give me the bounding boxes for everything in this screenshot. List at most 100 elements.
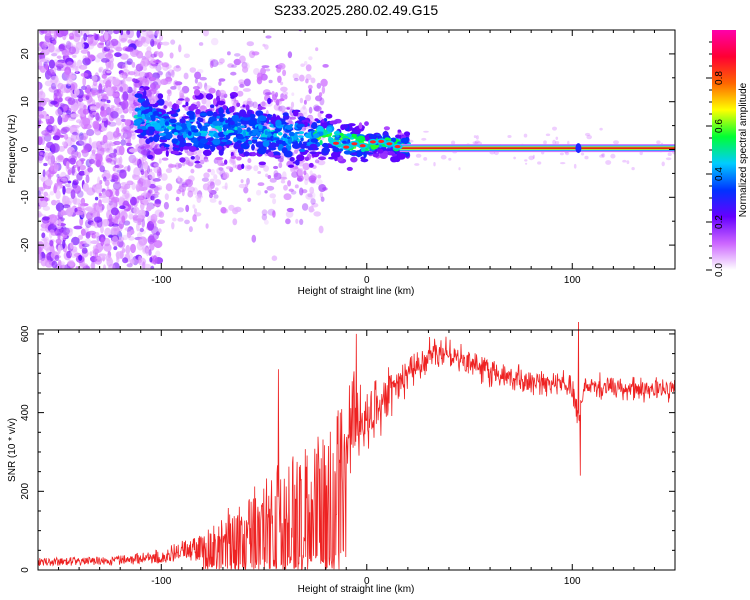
noise-blob	[52, 124, 58, 133]
noise-blob	[423, 157, 428, 161]
noise-blob	[91, 204, 98, 213]
noise-blob	[303, 112, 308, 117]
ridge-blob	[152, 122, 162, 130]
noise-blob	[66, 89, 71, 93]
ridge-blob	[267, 114, 273, 117]
noise-blob	[56, 199, 61, 204]
ridge-blob	[207, 141, 211, 145]
noise-blob	[198, 42, 204, 46]
noise-blob	[89, 105, 98, 111]
ridge-hotspot	[246, 127, 251, 132]
noise-blob	[89, 251, 93, 257]
noise-blob	[124, 227, 131, 231]
snr-panel: -100 0 100 0 200 400 600 Height of straight li…	[7, 322, 676, 595]
noise-blob	[40, 30, 48, 34]
ridge-blob	[397, 153, 406, 160]
noise-blob	[153, 187, 162, 191]
noise-blob	[586, 135, 592, 140]
noise-blob	[87, 54, 96, 61]
noise-blob	[38, 241, 43, 245]
noise-blob	[73, 88, 80, 96]
ridge-blob	[279, 98, 285, 102]
noise-blob	[127, 132, 132, 142]
ridge-blob	[262, 140, 270, 148]
noise-blob	[104, 179, 110, 187]
noise-blob	[100, 30, 104, 35]
noise-blob	[285, 210, 294, 218]
noise-blob	[173, 65, 182, 72]
noise-blob	[278, 105, 286, 112]
noise-blob	[58, 97, 63, 103]
noise-blob	[132, 157, 140, 166]
noise-blob	[54, 76, 58, 86]
noise-blob	[129, 258, 135, 265]
noise-blob	[158, 51, 164, 58]
noise-blob	[142, 66, 147, 71]
noise-blob	[121, 215, 126, 223]
y-tick-label: 400	[20, 404, 31, 421]
snr-x-axis-label: Height of straight line (km)	[298, 584, 415, 595]
noise-blob	[60, 209, 66, 216]
noise-blob	[128, 210, 133, 220]
noise-blob	[157, 42, 162, 50]
ridge-blob	[159, 147, 167, 151]
noise-blob	[113, 246, 118, 251]
noise-blob	[273, 103, 281, 111]
ridge-blob	[224, 159, 228, 165]
noise-blob	[127, 71, 136, 76]
ridge-blob	[245, 104, 250, 111]
noise-blob	[415, 153, 422, 158]
noise-blob	[555, 141, 560, 145]
ridge-blob	[277, 132, 283, 136]
noise-blob	[209, 198, 217, 203]
noise-blob	[194, 163, 203, 169]
noise-blob	[77, 101, 85, 109]
noise-blob	[121, 99, 129, 109]
noise-blob	[119, 205, 126, 210]
noise-blob	[100, 236, 105, 247]
noise-blob	[40, 222, 49, 229]
noise-blob	[56, 63, 64, 69]
noise-blob	[42, 216, 50, 221]
noise-blob	[234, 53, 241, 57]
noise-blob	[82, 263, 86, 269]
noise-blob	[101, 95, 109, 102]
ridge-blob	[172, 103, 177, 110]
noise-blob	[532, 154, 535, 159]
noise-blob	[246, 177, 250, 185]
noise-blob	[271, 255, 278, 261]
noise-blob	[38, 213, 44, 217]
noise-blob	[59, 264, 69, 269]
ridge-blob	[316, 125, 324, 134]
ridge-blob	[341, 135, 349, 140]
noise-blob	[53, 185, 57, 194]
ridge-blob	[163, 128, 169, 133]
noise-blob	[80, 165, 86, 171]
noise-blob	[135, 40, 143, 48]
noise-blob	[273, 170, 279, 178]
ridge-blob	[236, 156, 242, 161]
noise-blob	[251, 234, 257, 243]
noise-blob	[282, 91, 288, 96]
noise-blob	[114, 228, 120, 236]
ridge-blob	[142, 86, 150, 91]
noise-blob	[130, 103, 134, 108]
noise-blob	[56, 30, 64, 38]
noise-blob	[59, 60, 67, 67]
ridge-hotspot	[391, 137, 397, 143]
ridge-blob	[364, 121, 369, 126]
noise-blob	[267, 175, 272, 179]
noise-blob	[103, 176, 107, 182]
ridge-blob	[323, 118, 328, 122]
noise-blob	[55, 155, 65, 163]
noise-blob	[155, 250, 161, 258]
ridge-hotspot	[267, 133, 272, 137]
noise-blob	[98, 199, 102, 207]
noise-blob	[247, 158, 252, 164]
noise-blob	[81, 85, 87, 91]
ridge-blob	[318, 156, 327, 161]
ridge-blob	[311, 122, 318, 130]
noise-blob	[128, 154, 137, 164]
